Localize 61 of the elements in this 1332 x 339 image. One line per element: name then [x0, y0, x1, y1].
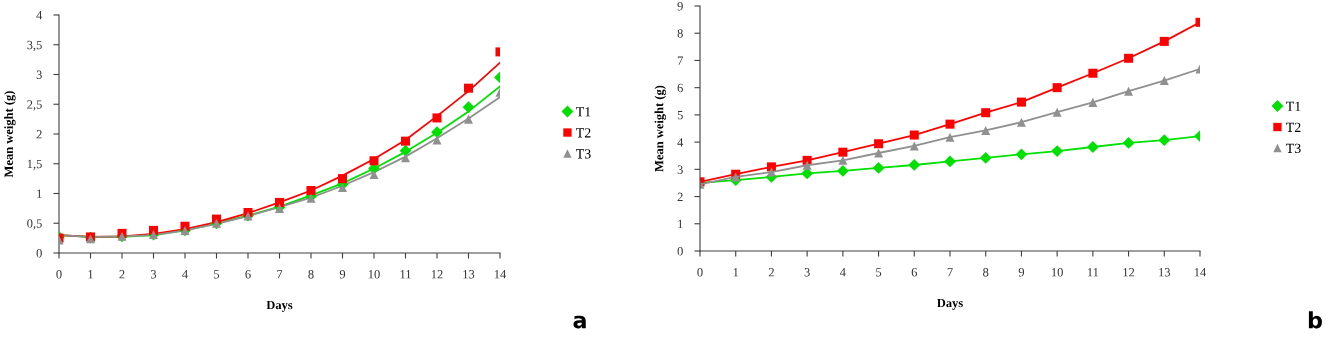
legend-label: T1: [576, 107, 591, 117]
y-tick-label: 3: [36, 70, 42, 79]
y-tick-label: 2: [677, 192, 683, 201]
x-tick-label: 8: [983, 268, 989, 277]
y-tick-label: 0: [36, 249, 42, 258]
y-tick-label: 1: [678, 219, 683, 229]
y-tick-label: 4: [677, 138, 684, 147]
y-tick-label: 1: [37, 189, 42, 198]
x-tick-label: 5: [214, 270, 220, 279]
y-tick-label: 5: [677, 111, 683, 120]
x-tick-label: 2: [768, 268, 774, 277]
x-tick-label: 1: [88, 270, 93, 279]
y-tick-label: 8: [677, 29, 683, 38]
x-tick-label: 13: [1159, 268, 1171, 277]
x-tick-label: 2: [119, 270, 125, 279]
x-tick-label: 9: [1018, 268, 1025, 277]
x-tick-label: 13: [463, 270, 475, 279]
x-tick-label: 8: [308, 270, 314, 279]
y-tick-label: 3,5: [27, 40, 42, 52]
text: b: [1308, 311, 1322, 329]
x-tick-label: 12: [1123, 268, 1135, 277]
legend-label: T3: [576, 149, 591, 159]
y-tick-label: 6: [677, 83, 683, 93]
x-tick-label: 3: [150, 270, 157, 279]
legend-label: T2: [576, 128, 591, 138]
legend-label: T2: [1286, 122, 1301, 132]
x-tick-label: 14: [494, 270, 507, 279]
y-tick-label: 4: [36, 11, 43, 20]
x-tick-label: 4: [839, 268, 846, 277]
x-axis-title: Days: [937, 298, 963, 310]
x-tick-label: 3: [804, 268, 810, 277]
x-tick-label: 12: [431, 270, 443, 279]
x-axis-title: Days: [266, 300, 293, 312]
x-tick-label: 7: [947, 268, 953, 277]
y-tick-label: 7: [677, 56, 683, 65]
x-tick-label: 0: [56, 270, 62, 279]
y-tick-label: 2,5: [27, 100, 42, 111]
legend-label: T3: [1286, 143, 1301, 154]
y-tick-label: 9: [677, 2, 683, 11]
x-tick-label: 6: [911, 268, 918, 277]
y-tick-label: 0: [677, 247, 683, 256]
y-axis-title: Mean weight (g): [4, 91, 16, 178]
x-tick-label: 10: [368, 270, 380, 279]
x-tick-label: 9: [339, 270, 346, 279]
x-tick-label: 11: [1087, 268, 1099, 277]
x-tick-label: 10: [1051, 268, 1063, 277]
x-tick-label: 6: [245, 270, 251, 279]
y-tick-label: 1,5: [27, 159, 42, 171]
x-tick-label: 14: [1194, 268, 1207, 277]
x-tick-label: 7: [277, 270, 283, 279]
x-tick-label: 0: [697, 268, 703, 277]
text: a: [573, 315, 586, 329]
y-axis-title: Mean weight (g): [654, 85, 666, 172]
x-tick-label: 5: [876, 268, 882, 277]
y-tick-label: 0,5: [27, 219, 42, 230]
x-tick-label: 11: [400, 270, 411, 279]
legend-label: T1: [1286, 101, 1301, 111]
y-tick-label: 3: [677, 165, 683, 174]
y-tick-label: 2: [36, 130, 42, 139]
x-tick-label: 1: [733, 268, 739, 277]
x-tick-label: 4: [182, 270, 188, 279]
